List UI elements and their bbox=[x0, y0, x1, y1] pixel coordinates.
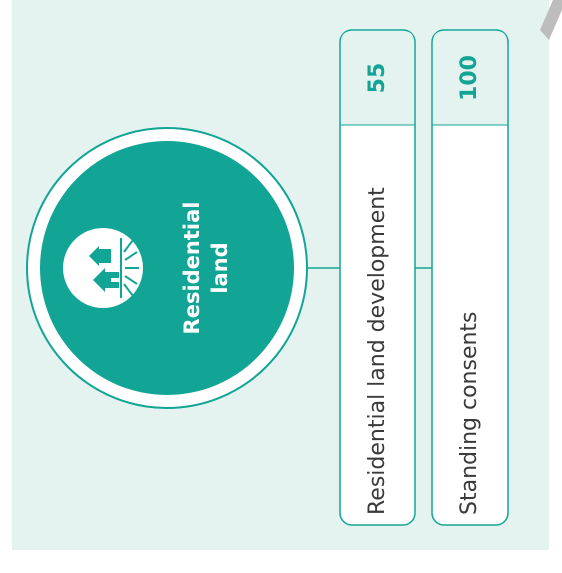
icon bbox=[63, 228, 143, 308]
center-title: land bbox=[208, 242, 232, 293]
item-label: Standing consents bbox=[457, 311, 482, 515]
item-card: 100 Standing consents bbox=[431, 29, 509, 526]
decor-stripe bbox=[540, 0, 562, 40]
center-title: Residential bbox=[180, 202, 204, 335]
center-circle bbox=[40, 141, 294, 395]
item-value: 55 bbox=[365, 63, 390, 94]
item-card: 55 Residential land development bbox=[339, 29, 416, 526]
item-label: Residential land development bbox=[365, 187, 390, 515]
item-value: 100 bbox=[457, 55, 482, 101]
